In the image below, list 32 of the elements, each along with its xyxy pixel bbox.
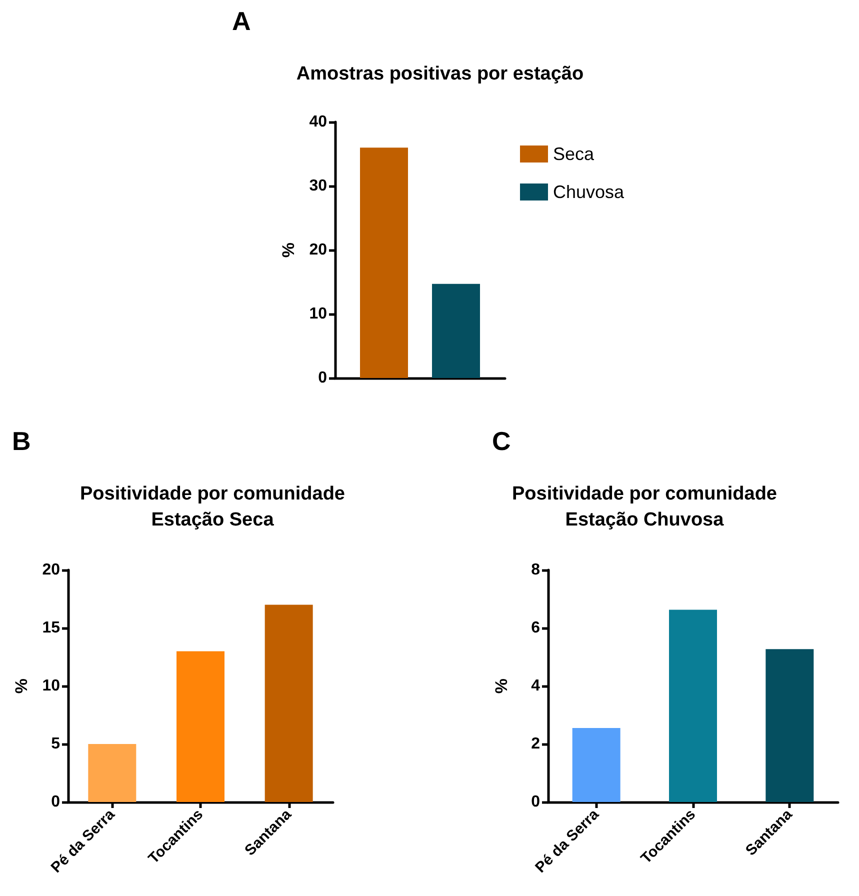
y-axis-title: % xyxy=(492,678,511,694)
y-tick-label: 20 xyxy=(42,562,60,578)
y-tick-label: 40 xyxy=(309,114,328,130)
y-axis-title: % xyxy=(12,678,31,694)
y-tick-label: 0 xyxy=(318,370,328,386)
bar xyxy=(264,604,313,802)
y-tick-label: 10 xyxy=(309,306,328,322)
y-tick-label: 15 xyxy=(42,620,60,636)
legend-label: Chuvosa xyxy=(553,182,626,202)
bar xyxy=(88,744,136,802)
chart-title: Amostras positivas por estação xyxy=(296,64,584,84)
y-tick-label: 6 xyxy=(531,620,540,636)
y-tick-label: 30 xyxy=(309,178,328,194)
y-tick-label: 8 xyxy=(531,562,540,578)
bar xyxy=(669,610,717,802)
bar xyxy=(176,651,224,802)
bar xyxy=(572,728,620,802)
y-axis-title: % xyxy=(279,242,298,258)
text: B xyxy=(12,426,31,456)
y-tick-label: 5 xyxy=(51,736,60,752)
y-tick-label: 10 xyxy=(42,678,60,694)
y-tick-label: 0 xyxy=(531,794,540,810)
y-tick-label: 4 xyxy=(531,678,540,694)
y-tick-label: 0 xyxy=(51,794,60,810)
text: A xyxy=(232,6,251,36)
y-tick-label: 2 xyxy=(531,736,540,752)
text: C xyxy=(492,426,511,456)
legend-label: Seca xyxy=(553,144,596,164)
y-tick-label: 20 xyxy=(309,242,328,258)
chart-title: Positividade por comunidade Estação Chuvosa xyxy=(512,484,777,530)
bar xyxy=(766,649,814,802)
chart-title: Positividade por comunidade Estação Seca xyxy=(80,484,345,530)
